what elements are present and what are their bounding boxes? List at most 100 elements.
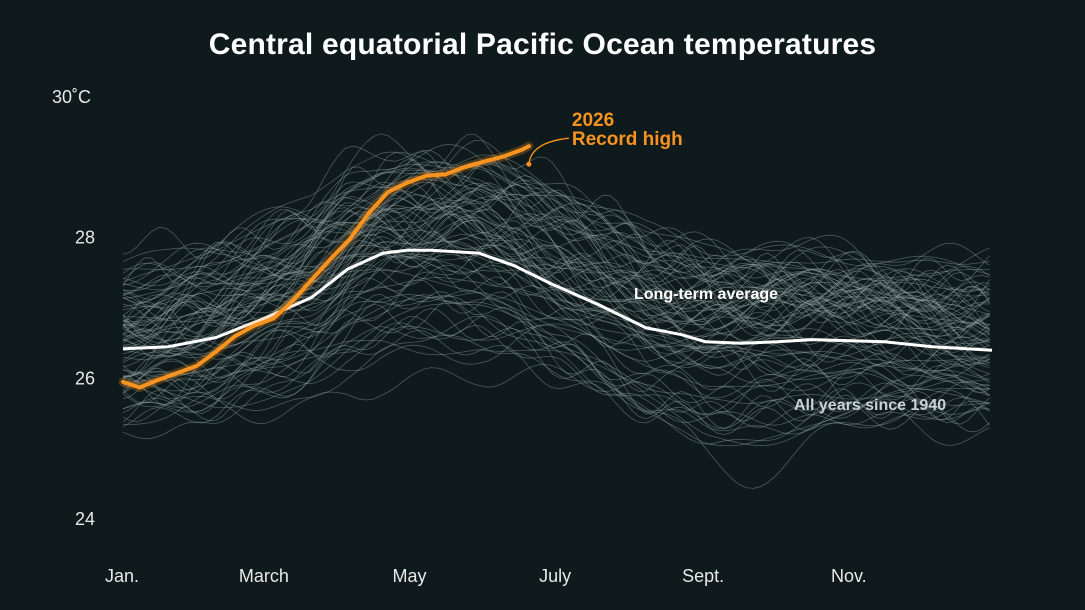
historical-year-line [122,238,990,379]
y-axis-ticks: 30˚C 28 26 24 [52,87,95,529]
historical-year-line [122,151,990,295]
y-tick-label: 26 [75,368,95,388]
historical-year-line [122,192,990,340]
historical-year-line [122,279,990,423]
historical-year-line [122,161,990,324]
historical-year-line [122,240,990,347]
historical-year-line [122,300,990,429]
historical-year-line [122,219,990,349]
series-line-2026 [121,144,531,390]
x-tick-label: Jan. [105,566,139,586]
historical-year-line [122,263,990,336]
historical-year-line [122,175,990,358]
historical-year-line [122,315,990,423]
historical-year-line [122,139,990,325]
historical-year-line [122,179,990,319]
historical-year-line [123,201,990,353]
y-tick-label: 24 [75,509,95,529]
historical-year-line [122,329,990,430]
historical-year-line [122,144,990,309]
historical-year-line [122,200,990,342]
historical-year-line [122,291,990,424]
historical-year-line [122,163,990,313]
series-layer [118,137,993,392]
historical-year-line [122,212,990,339]
historical-year-line [122,294,990,440]
historical-year-line [122,234,990,376]
x-tick-label: May [392,566,426,586]
historical-year-line [122,161,990,331]
historical-year-line [122,172,990,364]
historical-year-line [122,307,990,436]
historical-year-line [122,133,990,307]
historical-year-line [122,167,990,364]
historical-year-line [123,190,990,337]
historical-year-line [122,301,990,446]
historical-year-line [122,213,990,400]
historical-year-line [122,150,990,313]
x-axis-ticks: Jan. March May July Sept. Nov. [105,566,867,586]
historical-year-line [122,268,990,396]
historical-year-line [122,160,990,375]
historical-year-line [122,324,990,489]
historical-year-line [122,169,990,325]
historical-year-line [122,207,990,350]
historical-year-lines [122,133,990,489]
historical-year-line [122,196,990,357]
historical-year-line [122,175,990,332]
historical-year-line [122,323,990,415]
historical-year-line [122,264,990,394]
record-leader-line [528,137,569,165]
historical-year-line [122,240,990,380]
historical-year-line [122,255,990,379]
series-label-long-term-average: Long-term average [634,286,778,303]
x-tick-label: July [539,566,571,586]
historical-year-line [122,253,990,394]
series-label-2026: 2026 [572,110,614,131]
historical-year-line [122,133,990,349]
record-high-label: Record high [572,129,683,150]
historical-year-line [122,315,990,445]
historical-year-line [122,184,990,378]
historical-year-line [122,182,990,330]
y-tick-label: 30˚C [52,87,91,107]
historical-year-line [122,294,990,406]
historical-year-line [122,194,990,355]
historical-year-line [122,277,990,386]
historical-year-line [122,181,990,327]
historical-year-line [122,204,990,361]
historical-year-line [122,325,990,435]
historical-year-line [122,322,990,428]
historical-year-line [122,145,990,322]
historical-year-line [122,208,990,362]
historical-year-line [122,214,990,421]
historical-year-line [122,158,990,351]
historical-year-line [122,292,990,387]
historical-year-line [122,179,990,312]
historical-year-line [122,340,990,446]
y-tick-label: 28 [75,228,95,248]
historical-year-line [122,154,990,322]
historical-year-line [122,190,990,339]
historical-year-line [122,254,990,391]
historical-year-line [122,255,990,331]
x-tick-label: Nov. [831,566,867,586]
historical-year-line [122,160,990,339]
historical-year-line [122,363,990,446]
historical-year-line [122,186,990,338]
historical-year-line [122,244,990,355]
historical-year-line [122,254,990,384]
historical-year-line [122,197,990,326]
historical-year-line [122,220,990,344]
chart-title: Central equatorial Pacific Ocean tempera… [208,28,877,61]
x-tick-label: Sept. [682,566,724,586]
historical-year-line [122,195,990,358]
historical-year-line [122,163,990,311]
all-years-label: All years since 1940 [794,397,946,414]
historical-year-line [122,295,990,415]
historical-year-line [122,286,990,389]
historical-year-line [122,182,990,337]
